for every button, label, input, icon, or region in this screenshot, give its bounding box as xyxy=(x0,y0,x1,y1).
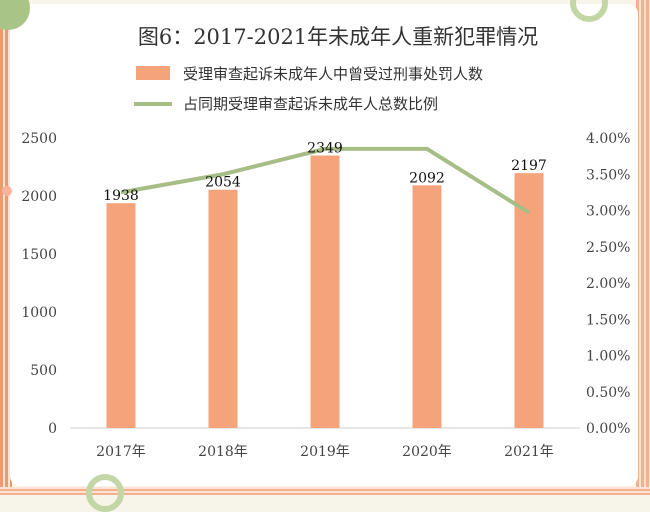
y-right-tick-label: 1.00% xyxy=(586,349,630,365)
bar xyxy=(209,190,238,428)
y-right-tick-label: 2.50% xyxy=(586,240,630,256)
bar-value-label: 2092 xyxy=(409,170,445,186)
y-right-tick-label: 0.50% xyxy=(586,385,630,401)
bar xyxy=(413,185,442,428)
legend-line-label: 占同期受理审查起诉未成年人总数比例 xyxy=(183,95,438,113)
y-right-tick-label: 1.50% xyxy=(586,312,630,328)
plot-area: 0 500 1000 1500 2000 2500 0.00% 0.50% 1.00% 1.50%… xyxy=(21,131,630,460)
x-tick-label: 2018年 xyxy=(198,444,248,460)
y-left-tick-label: 1500 xyxy=(21,247,57,263)
x-tick-label: 2017年 xyxy=(96,444,146,460)
y-right-tick-label: 3.00% xyxy=(586,204,630,220)
x-tick-label: 2021年 xyxy=(504,444,554,460)
y-right-tick-label: 3.50% xyxy=(586,167,630,183)
chart-title: 图6：2017-2021年未成年人重新犯罪情况 xyxy=(138,25,538,49)
legend: 受理审查起诉未成年人中曾受过刑事处罚人数 占同期受理审查起诉未成年人总数比例 xyxy=(134,65,483,113)
chart-svg: 图6：2017-2021年未成年人重新犯罪情况 受理审查起诉未成年人中曾受过刑事… xyxy=(0,0,650,495)
y-left-tick-label: 2000 xyxy=(21,189,57,205)
y-left-tick-label: 1000 xyxy=(21,305,57,321)
x-tick-label: 2020年 xyxy=(402,444,452,460)
bar-value-label: 1938 xyxy=(103,188,139,204)
bar-value-label: 2349 xyxy=(307,141,343,157)
y-right-tick-label: 2.00% xyxy=(586,276,630,292)
bar xyxy=(311,156,340,428)
bar-value-label: 2054 xyxy=(205,175,241,191)
legend-bar-swatch xyxy=(136,66,170,80)
bar xyxy=(107,203,136,428)
y-left-tick-label: 2500 xyxy=(21,131,57,147)
bar-value-label: 2197 xyxy=(511,158,547,174)
y-right-tick-label: 4.00% xyxy=(586,131,630,147)
y-left-tick-label: 0 xyxy=(48,421,57,437)
y-right-tick-label: 0.00% xyxy=(586,421,630,437)
x-tick-label: 2019年 xyxy=(300,444,350,460)
legend-bar-label: 受理审查起诉未成年人中曾受过刑事处罚人数 xyxy=(183,65,483,83)
y-left-tick-label: 500 xyxy=(30,363,57,379)
